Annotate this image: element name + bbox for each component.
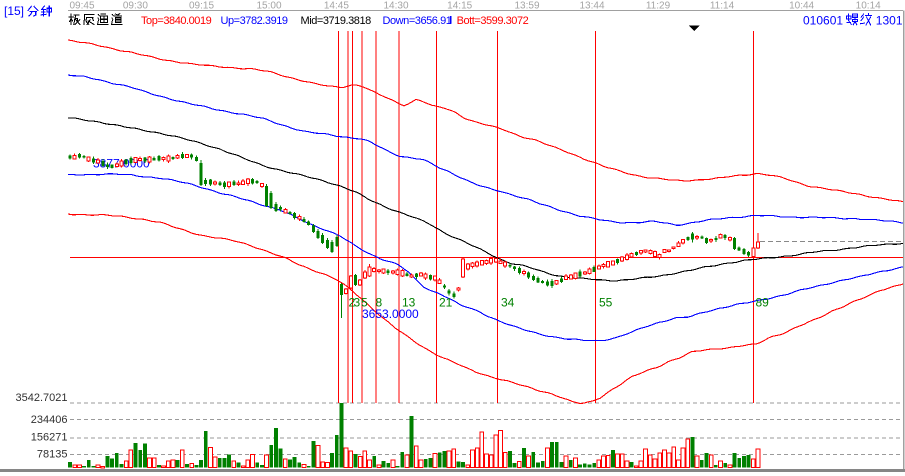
svg-text:3: 3 (354, 296, 361, 310)
svg-text:5: 5 (361, 296, 368, 310)
svg-text:09:30: 09:30 (123, 1, 148, 12)
svg-text:09:15: 09:15 (189, 1, 214, 12)
svg-text:15:00: 15:00 (256, 1, 281, 12)
svg-text:11:29: 11:29 (646, 1, 671, 12)
svg-text:21: 21 (439, 296, 453, 310)
svg-text:89: 89 (756, 296, 770, 310)
svg-text:13: 13 (402, 296, 416, 310)
svg-text:8: 8 (376, 296, 383, 310)
svg-text:2: 2 (349, 296, 356, 310)
svg-text:3653.0000: 3653.0000 (362, 307, 419, 321)
svg-text:14:15: 14:15 (447, 1, 472, 12)
svg-text:11:14: 11:14 (710, 1, 735, 12)
svg-text:09:45: 09:45 (69, 1, 94, 12)
svg-text:3542.7021: 3542.7021 (16, 392, 68, 404)
svg-text:010601: 010601 (803, 14, 843, 28)
svg-text:34: 34 (501, 296, 515, 310)
svg-text:Down=3656.91: Down=3656.91 (383, 15, 452, 27)
svg-text:Bott=3599.3072: Bott=3599.3072 (457, 15, 529, 27)
svg-text:55: 55 (599, 296, 613, 310)
svg-text:14:30: 14:30 (383, 1, 408, 12)
svg-text:[15]: [15] (4, 4, 24, 18)
svg-text:13:44: 13:44 (579, 1, 604, 12)
svg-text:Up=3782.3919: Up=3782.3919 (221, 15, 288, 27)
svg-text:10:44: 10:44 (789, 1, 814, 12)
svg-text:10:14: 10:14 (856, 1, 881, 12)
svg-text:Top=3840.0019: Top=3840.0019 (141, 15, 212, 27)
svg-text:156271: 156271 (31, 432, 68, 444)
svg-text:13:59: 13:59 (514, 1, 539, 12)
svg-text:1301: 1301 (876, 14, 903, 28)
svg-text:78135: 78135 (37, 449, 68, 461)
svg-text:14:45: 14:45 (324, 1, 349, 12)
svg-text:234406: 234406 (31, 414, 68, 426)
svg-text:Mid=3719.3818: Mid=3719.3818 (301, 15, 372, 27)
